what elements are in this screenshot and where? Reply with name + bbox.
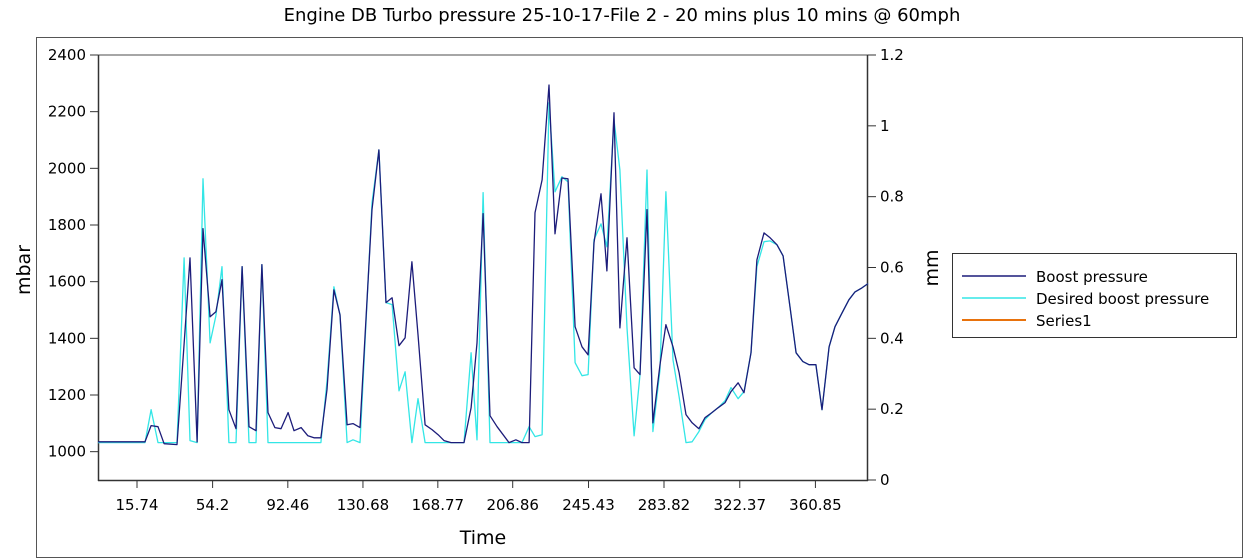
y-axis-label: mbar (13, 245, 35, 295)
y2-tick-label: 0.6 (880, 259, 904, 277)
legend: Boost pressure Desired boost pressure Se… (952, 253, 1237, 338)
y-tick-label: 1600 (48, 273, 86, 291)
x-tick-label: 206.86 (486, 496, 539, 514)
legend-label-series1: Series1 (1036, 312, 1092, 330)
x-tick-label: 283.82 (638, 496, 691, 514)
y2-tick-label: 0.8 (880, 188, 904, 206)
y-tick-label: 2400 (48, 46, 86, 64)
y-tick-label: 2000 (48, 159, 86, 177)
y-tick-label: 1200 (48, 386, 86, 404)
x-tick-label: 130.68 (337, 496, 390, 514)
y2-tick-label: 0.4 (880, 329, 904, 347)
y2-tick-label: 0.2 (880, 400, 904, 418)
y-tick-label: 1800 (48, 216, 86, 234)
x-tick-label: 15.74 (116, 496, 159, 514)
x-tick-label: 322.37 (714, 496, 767, 514)
legend-label-desired: Desired boost pressure (1036, 290, 1209, 308)
y2-tick-label: 1.2 (880, 46, 904, 64)
chart-frame (36, 37, 1243, 558)
y2-axis-label: mm (921, 249, 943, 286)
legend-box (952, 253, 1237, 338)
x-tick-label: 245.43 (562, 496, 615, 514)
x-axis-label: Time (459, 527, 507, 549)
series-line-boost-pressure (98, 84, 869, 446)
series-line-desired-boost-pressure (98, 102, 869, 444)
x-tick-label: 92.46 (266, 496, 309, 514)
y-tick-label: 1400 (48, 329, 86, 347)
y-tick-label: 1000 (48, 443, 86, 461)
y-tick-label: 2200 (48, 103, 86, 121)
y2-tick-label: 1 (880, 117, 890, 135)
chart-title: Engine DB Turbo pressure 25-10-17-File 2… (284, 5, 961, 26)
legend-label-boost: Boost pressure (1036, 268, 1148, 286)
x-tick-label: 168.77 (412, 496, 465, 514)
x-tick-label: 54.2 (196, 496, 229, 514)
y2-tick-label: 0 (880, 471, 890, 489)
x-tick-label: 360.85 (789, 496, 842, 514)
